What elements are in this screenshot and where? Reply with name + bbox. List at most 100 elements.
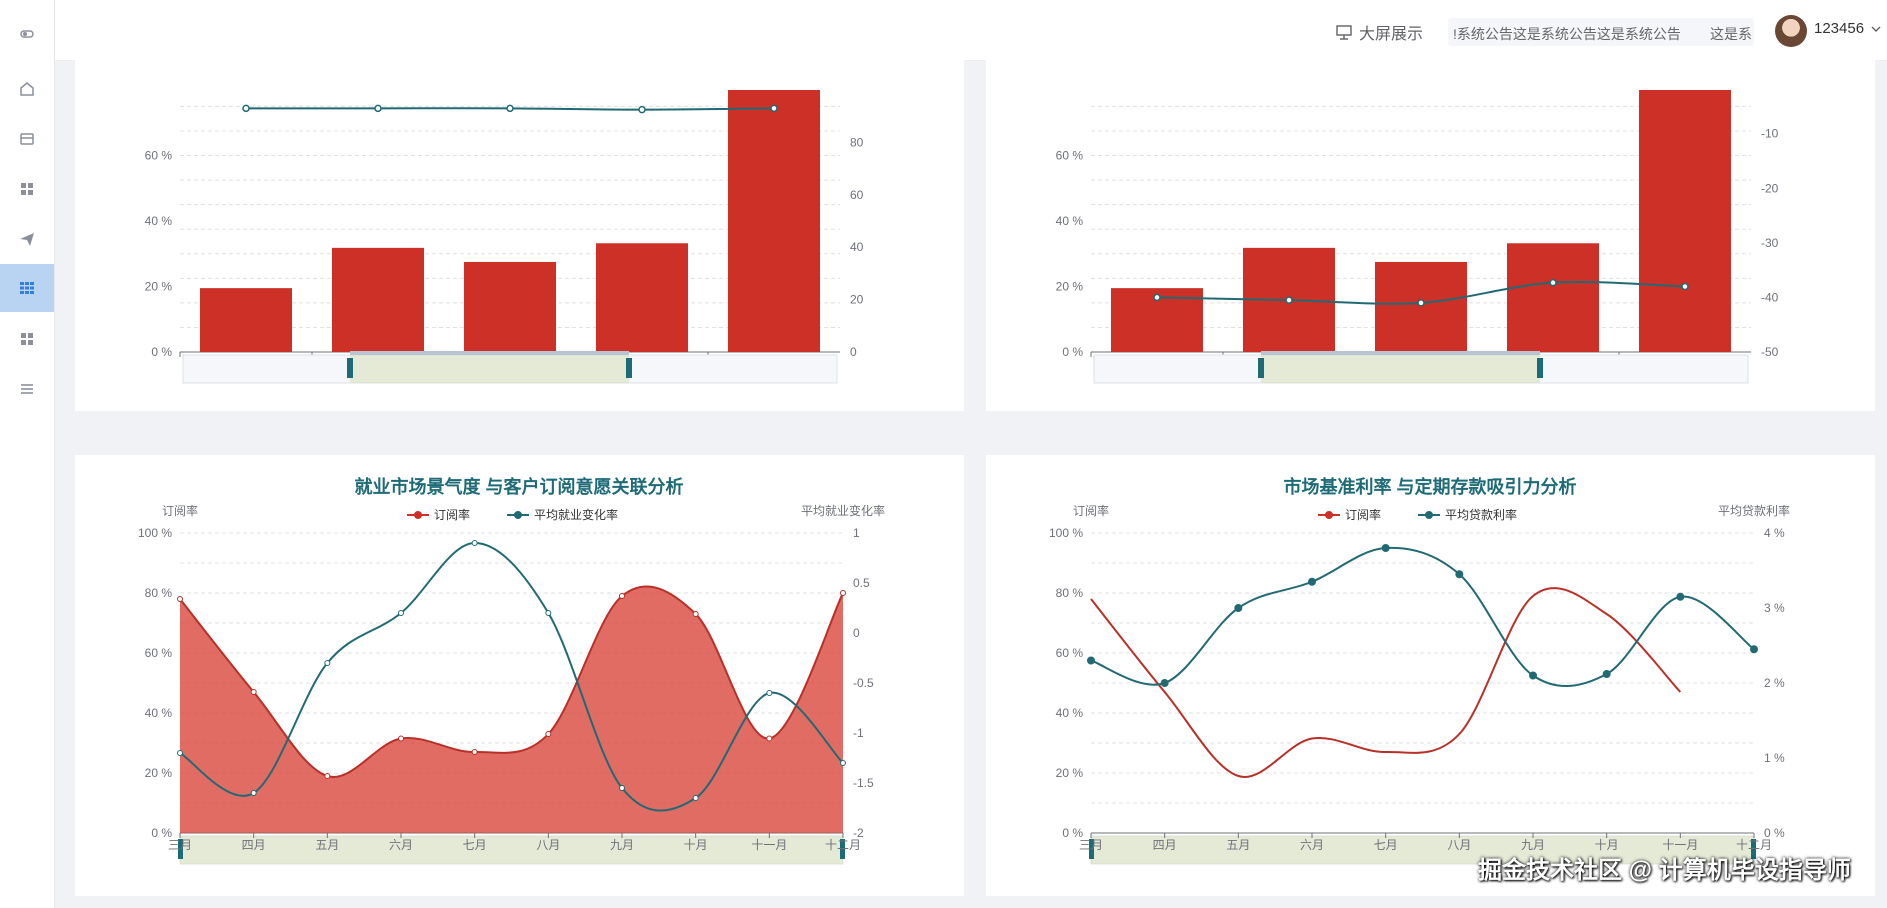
legend-label: 平均就业变化率 bbox=[534, 507, 618, 522]
x-tick-label: 六月 bbox=[389, 838, 413, 852]
line-point bbox=[177, 750, 183, 756]
y2-tick-label: -1 bbox=[853, 726, 864, 740]
y-axis-title: 订阅率 bbox=[162, 503, 198, 518]
chart-card-2: 0 %20 %40 %60 %-50-40-30-20-10五月六月七月八月九月 bbox=[986, 60, 1875, 411]
y-tick-label: 100 % bbox=[1049, 526, 1083, 540]
zoom-handle-left bbox=[347, 358, 353, 378]
legend-marker bbox=[514, 511, 522, 519]
zoom-handle-right bbox=[840, 839, 845, 859]
y2-tick-label: -1.5 bbox=[853, 776, 874, 790]
y2-axis-title: 平均就业变化率 bbox=[801, 503, 885, 518]
y2-tick-label: 2 % bbox=[1764, 676, 1785, 690]
y-tick-label: 40 % bbox=[1056, 706, 1084, 720]
chart-title: 市场基准利率 与定期存款吸引力分析 bbox=[1284, 476, 1577, 497]
y-tick-label: 60 % bbox=[145, 646, 173, 660]
line-point bbox=[471, 749, 478, 755]
x-tick-label: 九月 bbox=[610, 838, 634, 852]
x-tick-label: 四月 bbox=[242, 838, 266, 852]
user-menu[interactable]: 123456 bbox=[1814, 20, 1882, 37]
x-tick-label: 八月 bbox=[1447, 838, 1471, 852]
x-tick-label: 五月 bbox=[1226, 838, 1250, 852]
zoom-handle-left bbox=[178, 839, 183, 859]
line-point bbox=[840, 760, 846, 766]
chevron-down-icon bbox=[1871, 26, 1881, 32]
line-point bbox=[1381, 544, 1390, 552]
big-screen-button[interactable]: 大屏展示 bbox=[1335, 20, 1423, 44]
line-point bbox=[545, 610, 552, 616]
line-point bbox=[1676, 592, 1685, 601]
bar bbox=[1375, 261, 1467, 352]
y-tick-label: 0 % bbox=[151, 345, 172, 359]
line-series-subscription bbox=[179, 585, 844, 778]
y2-tick-label: -0.5 bbox=[853, 676, 874, 690]
y-tick-label: 40 % bbox=[145, 706, 173, 720]
chart-card-3: 就业市场景气度 与客户订阅意愿关联分析 订阅率 平均就业变化率 订阅率 平均就业变化率 0… bbox=[75, 455, 964, 896]
x-tick-label: 八月 bbox=[536, 838, 560, 852]
area-fill bbox=[180, 586, 843, 833]
x-tick-label: 十月 bbox=[684, 838, 708, 852]
line-point bbox=[250, 790, 257, 796]
chart-card-1: 0 %20 %40 %60 %020406080五月六月七月八月九月 bbox=[75, 60, 964, 411]
line-point bbox=[471, 540, 478, 546]
x-tick-label: 七月 bbox=[1374, 838, 1398, 852]
line-point bbox=[770, 104, 778, 113]
line-point bbox=[1529, 671, 1537, 680]
avatar[interactable] bbox=[1775, 15, 1807, 47]
x-tick-label: 四月 bbox=[1153, 838, 1177, 852]
zoom-handle-right bbox=[1537, 358, 1543, 378]
line-point bbox=[324, 773, 331, 779]
x-tick-label: 七月 bbox=[463, 838, 487, 852]
chart-card-4: 市场基准利率 与定期存款吸引力分析 订阅率 平均贷款利率 订阅率 平均贷款利率 0 % 20… bbox=[986, 455, 1875, 896]
line-point bbox=[398, 735, 404, 742]
y2-tick-label: 80 bbox=[850, 135, 864, 149]
line-point bbox=[766, 735, 773, 742]
send-icon[interactable] bbox=[0, 216, 54, 262]
grid-icon[interactable] bbox=[0, 166, 54, 212]
y-tick-label: 80 % bbox=[1056, 586, 1084, 600]
line-point bbox=[619, 593, 625, 599]
y-tick-label: 40 % bbox=[145, 214, 173, 228]
notice-marquee: !系统公告这是系统公告这是系统公告 这是系 bbox=[1448, 18, 1754, 46]
line-point bbox=[840, 590, 846, 596]
legend-marker bbox=[414, 511, 422, 519]
y2-tick-label: 60 bbox=[850, 188, 864, 202]
zoom-handle-right bbox=[1751, 839, 1756, 859]
y2-tick-label: -20 bbox=[1761, 181, 1779, 195]
y2-tick-label: 1 bbox=[853, 526, 860, 540]
line-point bbox=[250, 689, 257, 695]
y-tick-label: 0 % bbox=[1062, 345, 1083, 359]
line-point bbox=[692, 611, 699, 617]
chart-title: 就业市场景气度 与客户订阅意愿关联分析 bbox=[355, 476, 684, 497]
list-icon[interactable] bbox=[0, 366, 54, 412]
line-point bbox=[1087, 656, 1095, 665]
big-screen-label: 大屏展示 bbox=[1359, 26, 1424, 43]
y-tick-label: 20 % bbox=[1056, 280, 1084, 294]
y2-tick-label: 20 bbox=[850, 293, 864, 307]
zoom-bar bbox=[1261, 351, 1540, 355]
y2-tick-label: -30 bbox=[1761, 236, 1779, 250]
zoom-handle-right bbox=[626, 358, 632, 378]
line-point bbox=[1234, 604, 1243, 612]
dashboard-icon[interactable] bbox=[0, 264, 54, 312]
toggle-icon[interactable] bbox=[0, 11, 54, 57]
home-icon[interactable] bbox=[0, 66, 54, 112]
y2-tick-label: -10 bbox=[1761, 127, 1779, 141]
x-tick-label: 十一月 bbox=[1662, 838, 1698, 852]
line-series-subscription bbox=[1090, 587, 1682, 778]
line-series-rate bbox=[1090, 546, 1755, 687]
bar bbox=[464, 261, 556, 352]
y2-tick-label: 0.5 bbox=[853, 576, 870, 590]
sidebar bbox=[0, 0, 55, 908]
y-tick-label: 100 % bbox=[138, 526, 172, 540]
bar bbox=[728, 90, 820, 352]
line-point bbox=[1750, 645, 1758, 654]
y2-tick-label: -40 bbox=[1761, 290, 1779, 304]
y-tick-label: 40 % bbox=[1056, 214, 1084, 228]
legend-marker bbox=[1425, 511, 1433, 519]
notice-text-2: 这是系 bbox=[1710, 26, 1752, 42]
apps-icon[interactable] bbox=[0, 316, 54, 362]
y-tick-label: 60 % bbox=[145, 149, 173, 163]
x-tick-label: 十二月 bbox=[1736, 838, 1772, 852]
card-icon[interactable] bbox=[0, 116, 54, 162]
